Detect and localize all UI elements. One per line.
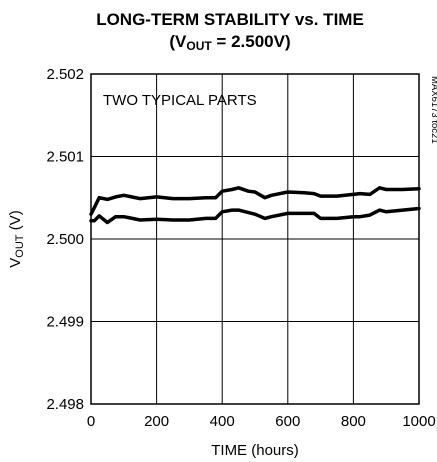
- series-line-1: [89, 186, 421, 216]
- y-label-unit: (V): [7, 210, 24, 234]
- x-tick-label: 1000: [402, 413, 435, 430]
- y-tick-label: 2.502: [46, 66, 84, 83]
- chart-title-line-2: (VOUT = 2.500V): [169, 32, 290, 53]
- y-tick-label: 2.498: [46, 396, 84, 413]
- y-tick-label: 2.500: [46, 231, 84, 248]
- grid-lines: [91, 74, 419, 404]
- x-tick-label: 400: [210, 413, 235, 430]
- title-vout-subscript: OUT: [186, 39, 212, 53]
- y-axis-label: VOUT (V): [7, 210, 26, 267]
- plot-frame: [90, 73, 420, 405]
- x-tick-labels: 0 200 400 600 800 1000: [87, 413, 436, 430]
- title-vout-value: = 2.500V): [212, 32, 291, 51]
- annotation-two-typical-parts: TWO TYPICAL PARTS: [103, 92, 257, 109]
- x-tick-label: 200: [144, 413, 169, 430]
- y-tick-labels: 2.498 2.499 2.500 2.501 2.502: [46, 66, 84, 413]
- y-tick-label: 2.499: [46, 314, 84, 331]
- x-tick-label: 600: [275, 413, 300, 430]
- chart-title-line-1: LONG-TERM STABILITY vs. TIME: [96, 10, 364, 29]
- data-series: [89, 186, 421, 225]
- figure-code: MAX6173 toc21: [429, 76, 437, 144]
- x-axis-label: TIME (hours): [211, 442, 299, 459]
- series-line-2: [89, 206, 421, 225]
- x-tick-label: 0: [87, 413, 95, 430]
- title-vout-v: (V: [169, 32, 187, 51]
- y-label-subscript: OUT: [14, 234, 26, 258]
- x-tick-label: 800: [341, 413, 366, 430]
- y-label-v: V: [7, 258, 24, 268]
- y-tick-label: 2.501: [46, 149, 84, 166]
